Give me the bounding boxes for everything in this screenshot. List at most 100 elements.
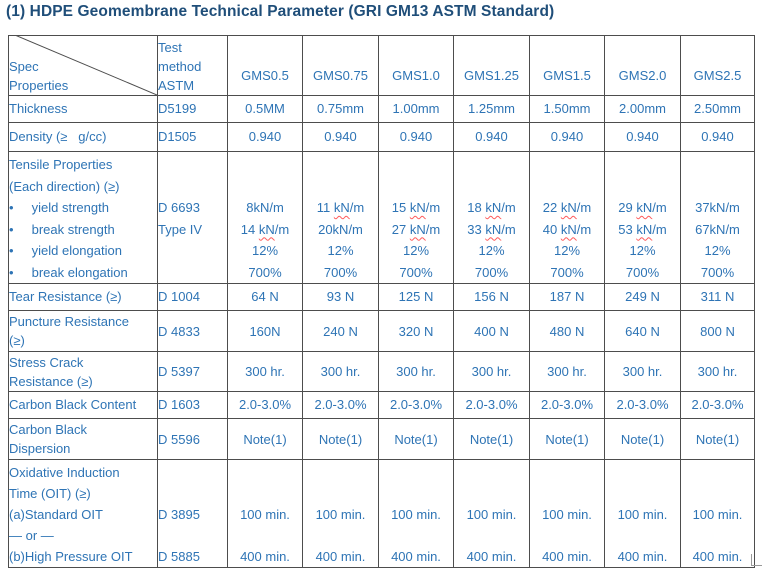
cell-line: 2.0-3.0% — [616, 397, 669, 412]
column-header-test-method: Test method ASTM — [157, 35, 228, 96]
value-cell-carbon-black-dispersion-gms1.5: Note(1) — [529, 418, 605, 460]
cell-line: D 4833 — [158, 323, 200, 339]
column-header-gms0.5: GMS0.5 — [227, 35, 303, 96]
cell-line: 11 kN/m — [316, 200, 365, 215]
value-cell-density-gms1.0: 0.940 — [378, 122, 454, 152]
cell-line: 1.25mm — [468, 101, 515, 116]
cell-line — [10, 38, 157, 57]
property-cell-tear-resistance: Tear Resistance (≥) — [8, 283, 158, 311]
cell-line — [455, 176, 529, 198]
cell-line: 0.75mm — [317, 101, 364, 116]
property-cell-thickness: Thickness — [8, 95, 158, 123]
cell-line: 2.0-3.0% — [238, 397, 292, 412]
value-cell-thickness-gms1.0: 1.00mm — [378, 95, 454, 123]
cell-line: 93 N — [326, 289, 355, 304]
value-cell-carbon-black-content-gms1.5: 2.0-3.0% — [529, 391, 605, 419]
cell-line — [455, 154, 529, 176]
cell-line — [682, 462, 754, 483]
cell-line: 400 min. — [466, 549, 517, 564]
cell-line — [606, 154, 680, 176]
cell-line: GMS0.75 — [313, 67, 368, 83]
property-cell-carbon-black-dispersion: Carbon Black Dispersion — [8, 418, 158, 460]
column-header-gms2.0: GMS2.0 — [604, 35, 681, 96]
cell-line: Note(1) — [695, 431, 740, 447]
cell-line: 2.0-3.0% — [314, 397, 367, 412]
cell-line: 156 N — [474, 289, 509, 304]
cell-line: 27 kN/m — [391, 221, 441, 237]
cell-line: GMS2.5 — [693, 67, 742, 83]
cell-line: 2.0-3.0% — [540, 397, 594, 412]
spellcheck-wavy-underline: kN — [409, 200, 426, 215]
cell-line: Properties — [9, 78, 69, 93]
value-cell-tear-resistance-gms1.0: 125 N — [378, 283, 454, 311]
cell-line: 400 min. — [315, 549, 366, 564]
spellcheck-wavy-underline: kN — [560, 221, 577, 237]
value-cell-carbon-black-dispersion-gms1.0: Note(1) — [378, 418, 454, 460]
cell-line: Resistance (≥) — [9, 373, 93, 389]
cell-line — [606, 176, 680, 198]
cell-line: ASTM — [158, 78, 195, 93]
cell-line — [304, 176, 378, 198]
cell-line: • yield elongation — [9, 243, 122, 258]
cell-line: 100 min. — [391, 507, 441, 522]
test-method-cell-puncture-resistance: D 4833 — [157, 310, 228, 352]
cell-line: 100 min. — [240, 507, 290, 522]
cell-line — [159, 176, 227, 198]
table-row-carbon-black-dispersion: Carbon Black Dispersion D 5596 Note(1) Note(… — [8, 418, 755, 460]
value-cell-thickness-gms0.5: 0.5MM — [227, 95, 303, 123]
table-row-tear-resistance: Tear Resistance (≥) D 1004 64 N 93 N 125 N 15… — [8, 283, 755, 311]
cell-line — [380, 483, 453, 504]
value-cell-tear-resistance-gms1.25: 156 N — [453, 283, 530, 311]
cell-line: 20kN/m — [318, 221, 363, 237]
cell-line: 1.50mm — [543, 101, 591, 116]
cell-line: 40 kN/m — [542, 221, 592, 237]
property-cell-stress-crack-resistance: Stress Crack Resistance (≥) — [8, 351, 158, 392]
cell-line — [606, 525, 680, 546]
cell-line: Note(1) — [394, 431, 438, 447]
cell-line: 400 min. — [692, 549, 743, 564]
cell-line: 160N — [249, 323, 281, 339]
cell-line: 300 hr. — [245, 364, 285, 379]
cell-line: D 3895 — [158, 507, 200, 522]
value-cell-oxidative-induction-time-gms1.25: 100 min. 400 min. — [453, 459, 530, 568]
value-cell-oxidative-induction-time-gms2.0: 100 min. 400 min. — [604, 459, 681, 568]
cell-line: 700% — [474, 264, 509, 280]
spellcheck-wavy-underline: kN — [636, 200, 653, 215]
cell-line: 67kN/m — [695, 221, 740, 237]
value-cell-stress-crack-resistance-gms0.5: 300 hr. — [227, 351, 303, 392]
cell-line: Thickness — [9, 101, 68, 116]
cell-line: 700% — [625, 264, 660, 280]
value-cell-thickness-gms1.25: 1.25mm — [453, 95, 530, 123]
cell-line: D5199 — [158, 101, 197, 116]
table-row-oxidative-induction-time: Oxidative Induction Time (OIT) (≥) (a)Stan… — [8, 459, 755, 568]
value-cell-stress-crack-resistance-gms1.0: 300 hr. — [378, 351, 454, 392]
cell-line: D 1603 — [158, 397, 200, 412]
cell-line: 400 min. — [542, 549, 592, 564]
cell-line: Dispersion — [9, 441, 71, 456]
cell-line: 187 N — [549, 289, 585, 304]
value-cell-puncture-resistance-gms2.5: 800 N — [680, 310, 755, 352]
cell-line: 300 hr. — [471, 364, 512, 379]
cell-line: 700% — [248, 264, 282, 280]
cell-line: (b)High Pressure OIT — [9, 549, 133, 564]
cell-line: 33 kN/m — [467, 221, 516, 237]
page-title: (1) HDPE Geomembrane Technical Parameter… — [6, 3, 555, 20]
value-cell-tensile-properties-gms1.5: 22 kN/m 40 kN/m 12% 700% — [529, 151, 605, 284]
cell-line — [531, 483, 604, 504]
cell-line: D 5885 — [158, 549, 200, 564]
value-cell-density-gms0.75: 0.940 — [302, 122, 379, 152]
test-method-cell-tear-resistance: D 1004 — [157, 283, 228, 311]
cell-line — [304, 154, 378, 176]
cell-line: GMS1.5 — [543, 67, 591, 83]
spellcheck-wavy-underline: kN — [485, 221, 502, 237]
value-cell-stress-crack-resistance-gms2.5: 300 hr. — [680, 351, 755, 392]
value-cell-oxidative-induction-time-gms1.5: 100 min. 400 min. — [529, 459, 605, 568]
cell-line: 700% — [399, 264, 433, 280]
value-cell-carbon-black-dispersion-gms2.5: Note(1) — [680, 418, 755, 460]
table-row-carbon-black-content: Carbon Black Content D 1603 2.0-3.0% 2.0-3.… — [8, 391, 755, 419]
cell-line: 240 N — [323, 323, 358, 339]
cell-line: 12% — [402, 243, 430, 258]
value-cell-carbon-black-content-gms1.0: 2.0-3.0% — [378, 391, 454, 419]
value-cell-stress-crack-resistance-gms2.0: 300 hr. — [604, 351, 681, 392]
cell-line: Carbon Black Content — [9, 397, 137, 412]
